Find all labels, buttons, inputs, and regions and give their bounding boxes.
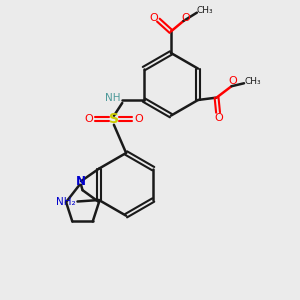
Text: S: S — [109, 112, 119, 126]
Text: NH₂: NH₂ — [56, 196, 75, 206]
Text: O: O — [182, 13, 190, 23]
Text: O: O — [229, 76, 237, 86]
Text: NH: NH — [105, 93, 120, 103]
Text: O: O — [135, 114, 143, 124]
Text: CH₃: CH₃ — [245, 77, 261, 86]
Text: O: O — [84, 114, 93, 124]
Text: CH₃: CH₃ — [197, 6, 214, 15]
Text: O: O — [214, 113, 223, 123]
Text: O: O — [149, 13, 158, 23]
Text: N: N — [76, 175, 86, 188]
